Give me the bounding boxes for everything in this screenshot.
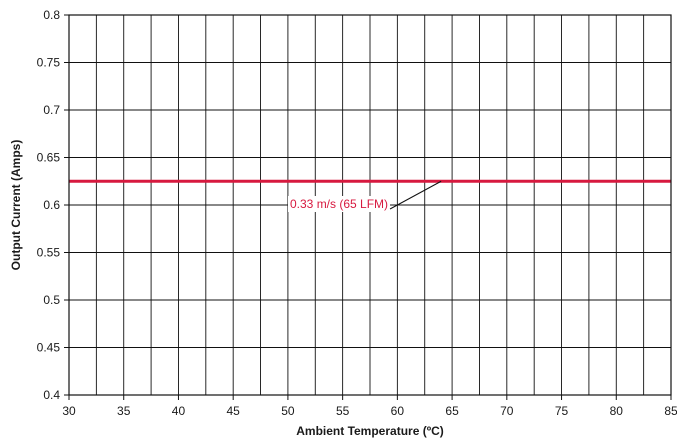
- annotations: 0.33 m/s (65 LFM): [288, 180, 442, 212]
- y-tick-labels: 0.4 0.45 0.5 0.55 0.6 0.65 0.7 0.75 0.8: [37, 8, 61, 402]
- x-tick-label: 75: [555, 404, 569, 418]
- annotation-background: [288, 196, 391, 212]
- x-tick-label: 45: [227, 404, 241, 418]
- y-tick-label: 0.75: [37, 56, 61, 70]
- x-tick-label: 55: [336, 404, 350, 418]
- x-tick-label: 50: [281, 404, 295, 418]
- series-annotation-label: 0.33 m/s (65 LFM): [290, 197, 388, 211]
- x-tick-label: 65: [445, 404, 459, 418]
- x-tick-label: 60: [391, 404, 405, 418]
- x-tick-label: 70: [500, 404, 514, 418]
- x-axis-title: Ambient Temperature (ºC): [296, 424, 444, 438]
- y-axis-title: Output Current (Amps): [9, 140, 23, 271]
- y-tick-label: 0.6: [43, 198, 60, 212]
- x-tick-label: 35: [117, 404, 131, 418]
- x-tick-label: 40: [172, 404, 186, 418]
- annotation-leader-line: [389, 180, 442, 210]
- y-tick-label: 0.7: [43, 103, 60, 117]
- y-tick-label: 0.4: [43, 388, 60, 402]
- x-tick-label: 80: [610, 404, 624, 418]
- y-tick-label: 0.5: [43, 293, 60, 307]
- y-tick-label: 0.45: [37, 341, 61, 355]
- y-tick-label: 0.8: [43, 8, 60, 22]
- y-tick-label: 0.55: [37, 246, 61, 260]
- x-tick-label: 85: [664, 404, 677, 418]
- y-tick-label: 0.65: [37, 151, 61, 165]
- x-tick-labels: 30 35 40 45 50 55 60 65 70 75 80 85: [62, 404, 677, 418]
- x-tick-label: 30: [62, 404, 76, 418]
- axes: [64, 14, 672, 400]
